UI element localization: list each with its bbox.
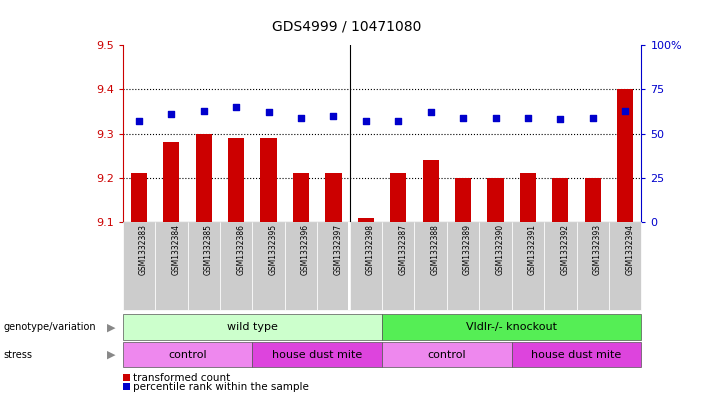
Text: Vldlr-/- knockout: Vldlr-/- knockout xyxy=(466,322,557,332)
Text: control: control xyxy=(168,350,207,360)
Text: stress: stress xyxy=(4,350,32,360)
Bar xyxy=(261,138,277,222)
Bar xyxy=(163,143,179,222)
Text: GSM1332390: GSM1332390 xyxy=(496,224,505,275)
Bar xyxy=(585,178,601,222)
Text: ▶: ▶ xyxy=(107,322,116,332)
Bar xyxy=(520,173,536,222)
Bar xyxy=(196,134,212,222)
Text: GSM1332398: GSM1332398 xyxy=(366,224,375,275)
Bar xyxy=(228,138,244,222)
Text: GSM1332383: GSM1332383 xyxy=(139,224,148,275)
Point xyxy=(393,118,404,124)
Text: transformed count: transformed count xyxy=(133,373,231,383)
Text: GSM1332397: GSM1332397 xyxy=(334,224,342,275)
Point xyxy=(165,111,177,118)
Bar xyxy=(423,160,439,222)
Bar xyxy=(552,178,569,222)
Text: GSM1332396: GSM1332396 xyxy=(301,224,310,275)
Text: GSM1332385: GSM1332385 xyxy=(204,224,212,275)
Text: control: control xyxy=(428,350,466,360)
Bar xyxy=(131,173,147,222)
Point xyxy=(198,107,210,114)
Point xyxy=(458,114,469,121)
Point xyxy=(231,104,242,110)
Bar xyxy=(293,173,309,222)
Bar xyxy=(455,178,471,222)
Text: GSM1332386: GSM1332386 xyxy=(236,224,245,275)
Point xyxy=(620,107,631,114)
Point xyxy=(490,114,501,121)
Point xyxy=(425,109,436,116)
Point xyxy=(554,116,566,123)
Text: GSM1332392: GSM1332392 xyxy=(560,224,569,275)
Text: wild type: wild type xyxy=(227,322,278,332)
Bar xyxy=(617,89,633,222)
Text: GDS4999 / 10471080: GDS4999 / 10471080 xyxy=(272,19,422,33)
Point xyxy=(133,118,144,124)
Bar xyxy=(487,178,503,222)
Text: GSM1332389: GSM1332389 xyxy=(463,224,472,275)
Text: genotype/variation: genotype/variation xyxy=(4,322,96,332)
Bar xyxy=(358,218,374,222)
Text: GSM1332387: GSM1332387 xyxy=(398,224,407,275)
Point xyxy=(587,114,599,121)
Point xyxy=(295,114,306,121)
Text: house dust mite: house dust mite xyxy=(272,350,362,360)
Text: GSM1332393: GSM1332393 xyxy=(593,224,601,275)
Bar xyxy=(390,173,407,222)
Text: GSM1332384: GSM1332384 xyxy=(171,224,180,275)
Text: GSM1332395: GSM1332395 xyxy=(268,224,278,275)
Text: GSM1332394: GSM1332394 xyxy=(625,224,634,275)
Text: GSM1332391: GSM1332391 xyxy=(528,224,537,275)
Text: house dust mite: house dust mite xyxy=(531,350,622,360)
Text: GSM1332388: GSM1332388 xyxy=(430,224,440,275)
Point xyxy=(360,118,372,124)
Text: percentile rank within the sample: percentile rank within the sample xyxy=(133,382,309,392)
Point xyxy=(328,113,339,119)
Point xyxy=(522,114,533,121)
Point xyxy=(263,109,274,116)
Bar xyxy=(325,173,341,222)
Text: ▶: ▶ xyxy=(107,350,116,360)
